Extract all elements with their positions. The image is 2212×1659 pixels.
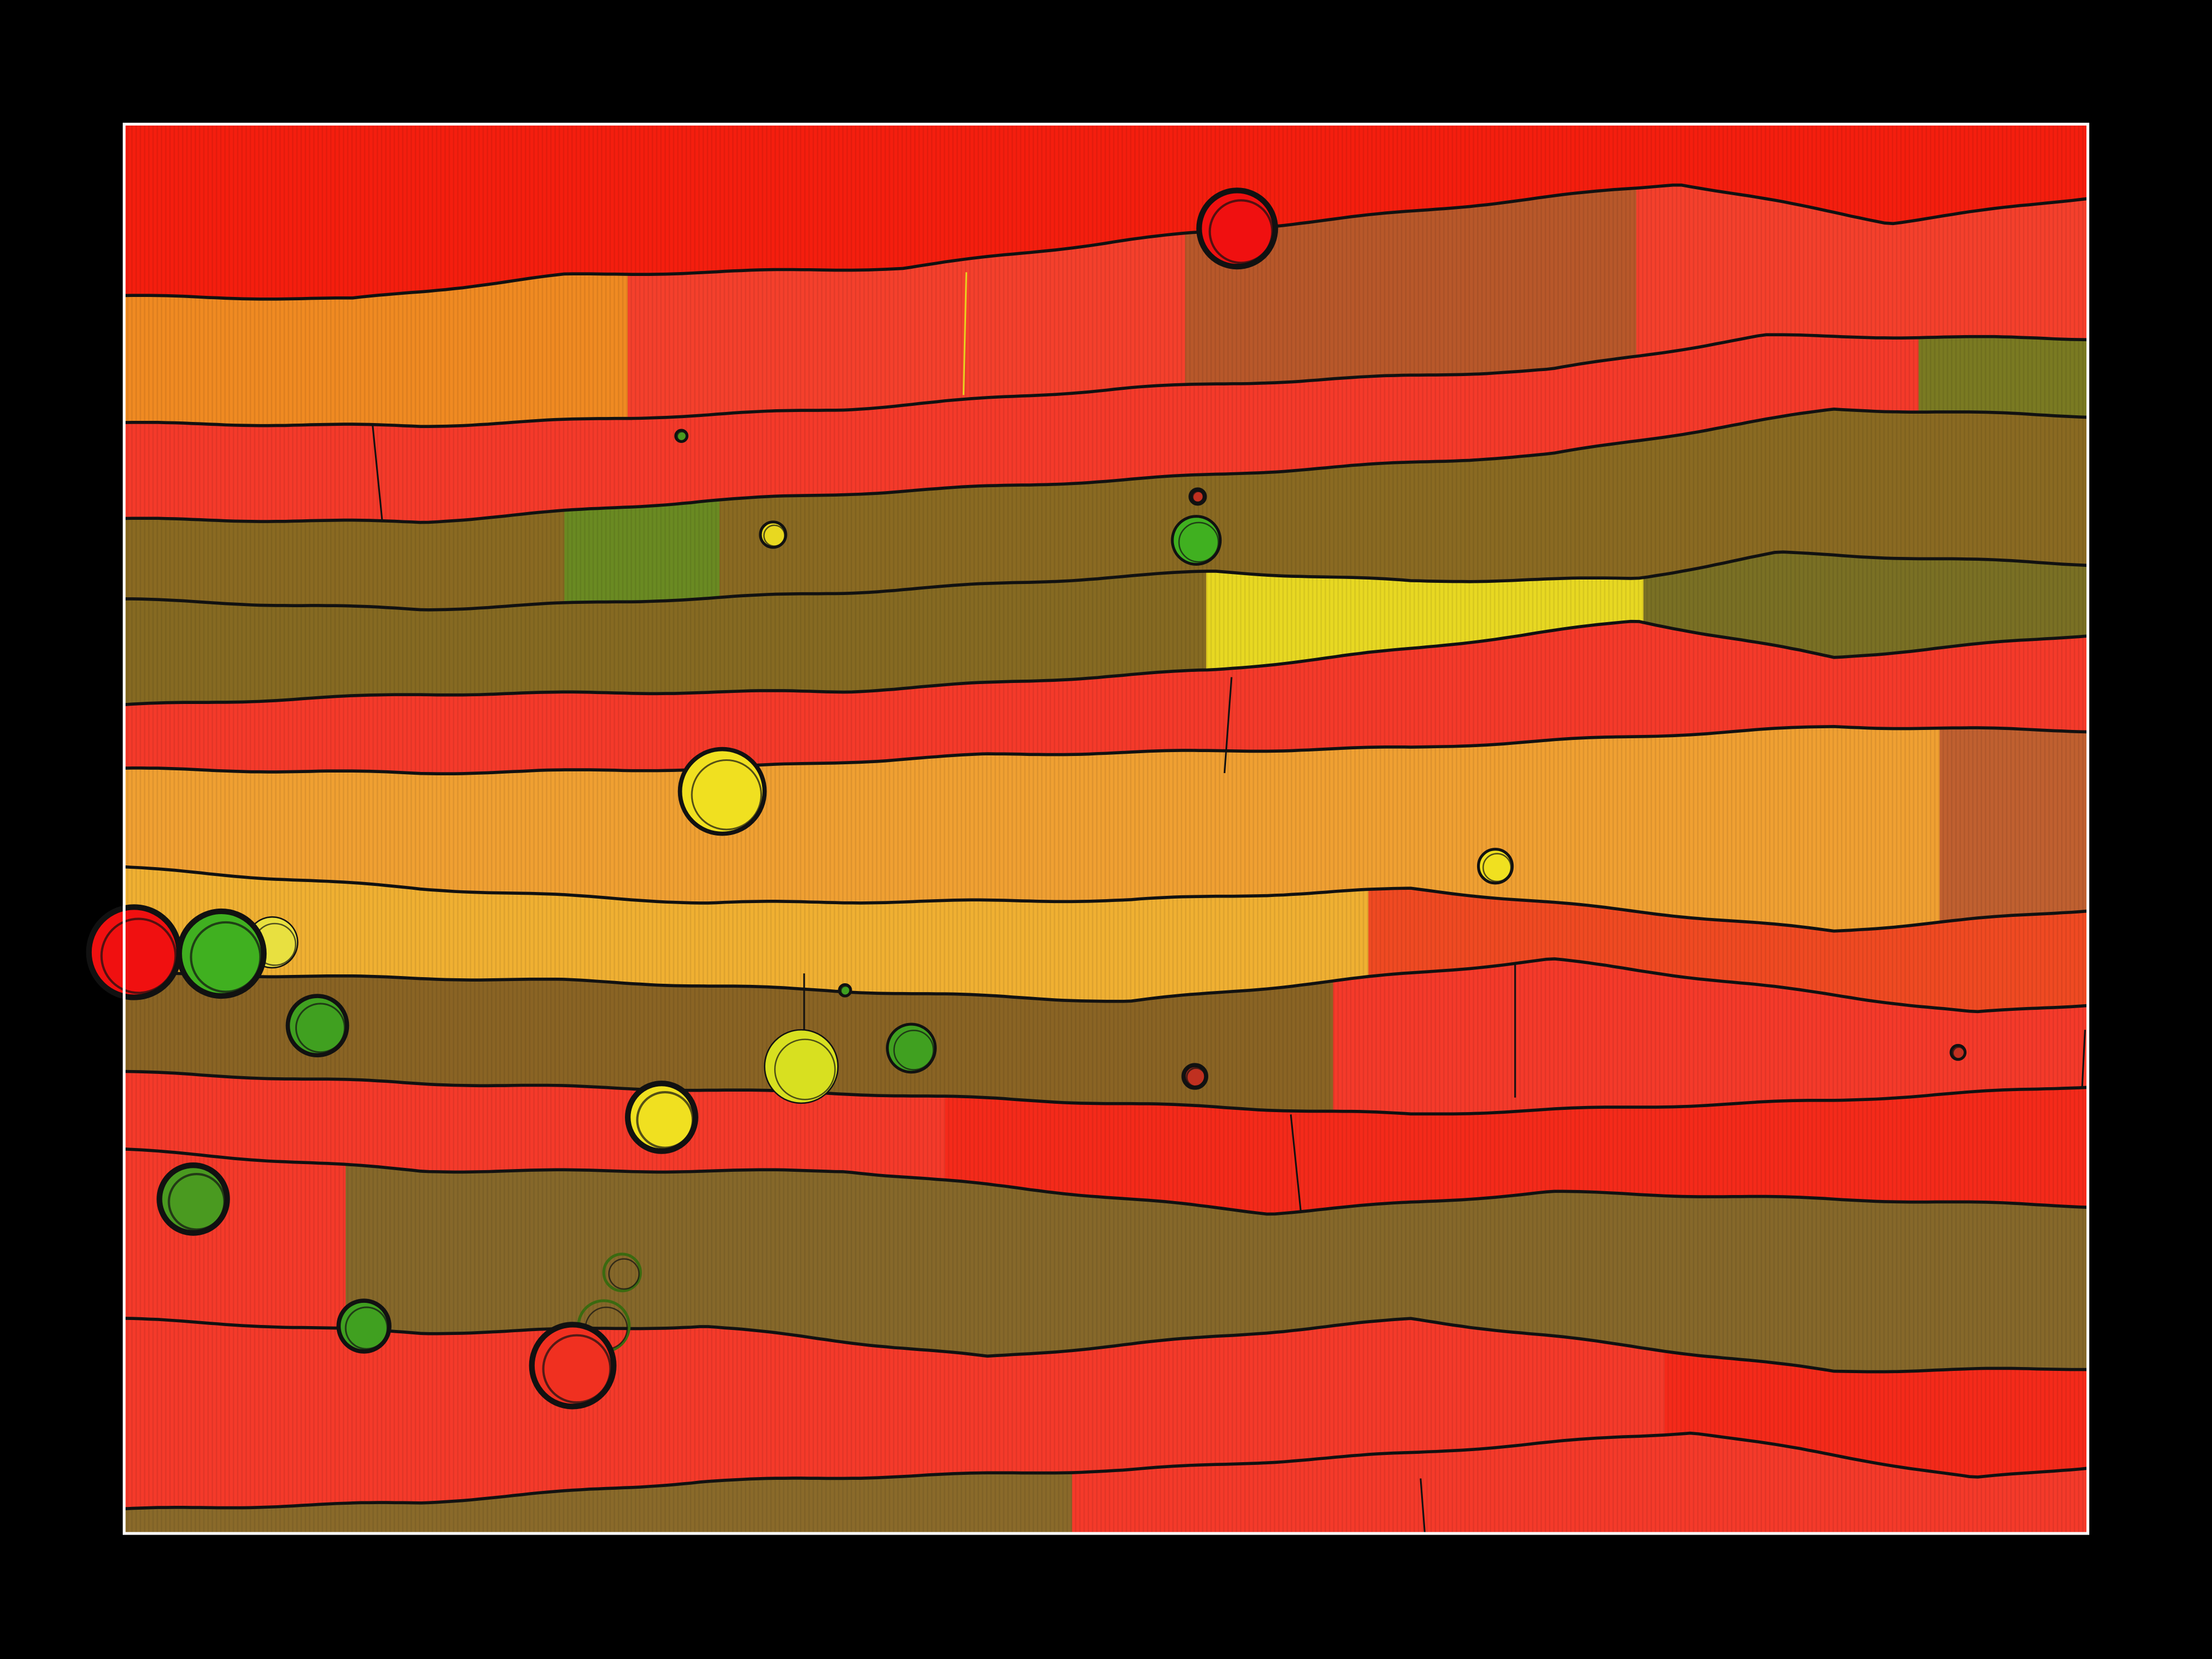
texture — [124, 124, 2088, 1533]
crack-line — [962, 272, 967, 395]
band-line — [124, 333, 2088, 428]
band-line — [124, 183, 2088, 301]
circle-ring — [345, 1306, 388, 1350]
circle-ring — [1482, 853, 1512, 883]
band-line — [124, 619, 2088, 707]
circle-ring — [691, 759, 763, 831]
band-line — [124, 865, 2088, 933]
circle-ring — [1192, 490, 1206, 504]
circle-ring — [676, 431, 687, 442]
circle-ring — [893, 1030, 935, 1071]
band-line — [124, 724, 2088, 776]
band-line — [124, 957, 2088, 1014]
circle-ring — [542, 1334, 612, 1404]
crack-line — [1223, 677, 1233, 774]
band-line — [124, 1431, 2088, 1511]
circle-ring — [190, 921, 262, 993]
circle-ring — [774, 1039, 836, 1100]
crack-line — [1290, 1114, 1302, 1211]
circle-ring — [100, 917, 177, 994]
band-line — [124, 407, 2088, 524]
circle-ring — [608, 1258, 640, 1290]
circle-ring — [168, 1173, 226, 1231]
circle-ring — [1178, 521, 1219, 563]
band-lines — [124, 183, 2088, 1534]
circle-ring — [763, 524, 786, 547]
band-line — [124, 1317, 2088, 1374]
crack-line — [371, 423, 383, 523]
circle-ring — [295, 1003, 346, 1053]
circle-ring — [1208, 199, 1274, 264]
circle-ring — [840, 985, 851, 997]
band-line — [124, 550, 2088, 612]
circle — [602, 1253, 642, 1292]
circle-ring — [636, 1091, 694, 1149]
frame — [122, 122, 2090, 1535]
band-line — [124, 1070, 2088, 1116]
circles — [86, 187, 1967, 1410]
crack-line — [2081, 1030, 2086, 1087]
crack-line — [1420, 1478, 1426, 1534]
band-line — [124, 1147, 2088, 1216]
circle-ring — [1952, 1046, 1965, 1060]
circle-ring — [1186, 1067, 1207, 1088]
